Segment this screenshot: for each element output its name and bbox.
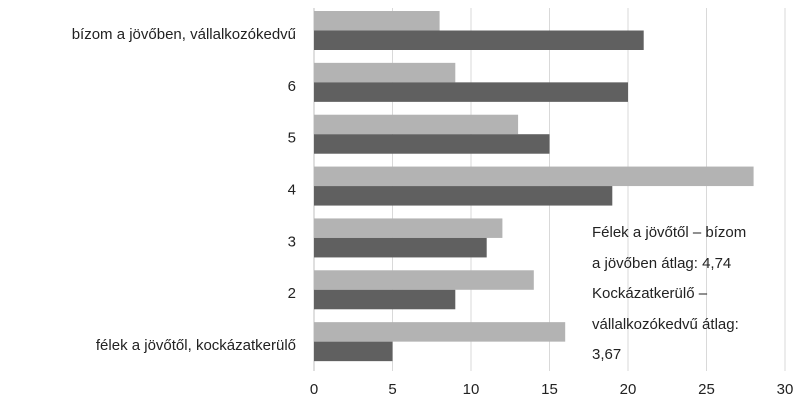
bar-series-1	[314, 114, 519, 135]
x-tick-label: 20	[620, 381, 637, 398]
bar-series-1	[314, 218, 503, 238]
category-label: bízom a jövőben, vállalkozókedvű	[72, 26, 296, 43]
bars	[314, 11, 754, 362]
x-tick-labels: 0 5 10 15 20 25 30	[310, 381, 794, 398]
category-label: 3	[288, 233, 296, 250]
bar-series-2	[314, 30, 644, 50]
bar-series-1	[314, 11, 440, 31]
annotation-line-4: vállalkozókedvű átlag:	[592, 316, 739, 333]
annotation-line-2: a jövőben átlag: 4,74	[592, 255, 731, 272]
x-tick-label: 5	[388, 381, 396, 398]
bar-series-2	[314, 289, 456, 310]
bar-series-2	[314, 341, 393, 362]
bar-series-2	[314, 134, 550, 154]
bar-series-1	[314, 62, 456, 83]
x-tick-label: 25	[698, 381, 715, 398]
category-labels: bízom a jövőben, vállalkozókedvű 6 5 4 3 2 fél…	[72, 26, 296, 354]
bar-series-2	[314, 237, 487, 258]
annotation-line-5: 3,67	[592, 346, 621, 363]
category-label: félek a jövőtől, kockázatkerülő	[96, 337, 296, 354]
bar-series-2	[314, 82, 628, 102]
bar-series-1	[314, 322, 566, 342]
annotation-line-3: Kockázatkerülő –	[592, 285, 708, 302]
category-label: 2	[288, 285, 296, 302]
category-label: 5	[288, 130, 296, 147]
x-tick-label: 15	[541, 381, 558, 398]
x-tick-label: 0	[310, 381, 318, 398]
category-label: 4	[288, 182, 296, 199]
x-tick-label: 30	[777, 381, 794, 398]
x-tick-label: 10	[463, 381, 480, 398]
bar-series-1	[314, 270, 534, 290]
bar-series-1	[314, 166, 754, 187]
average-annotation: Félek a jövőtől – bízom a jövőben átlag:…	[592, 224, 746, 363]
annotation-line-1: Félek a jövőtől – bízom	[592, 224, 746, 241]
category-label: 6	[288, 78, 296, 95]
bar-series-2	[314, 186, 613, 206]
